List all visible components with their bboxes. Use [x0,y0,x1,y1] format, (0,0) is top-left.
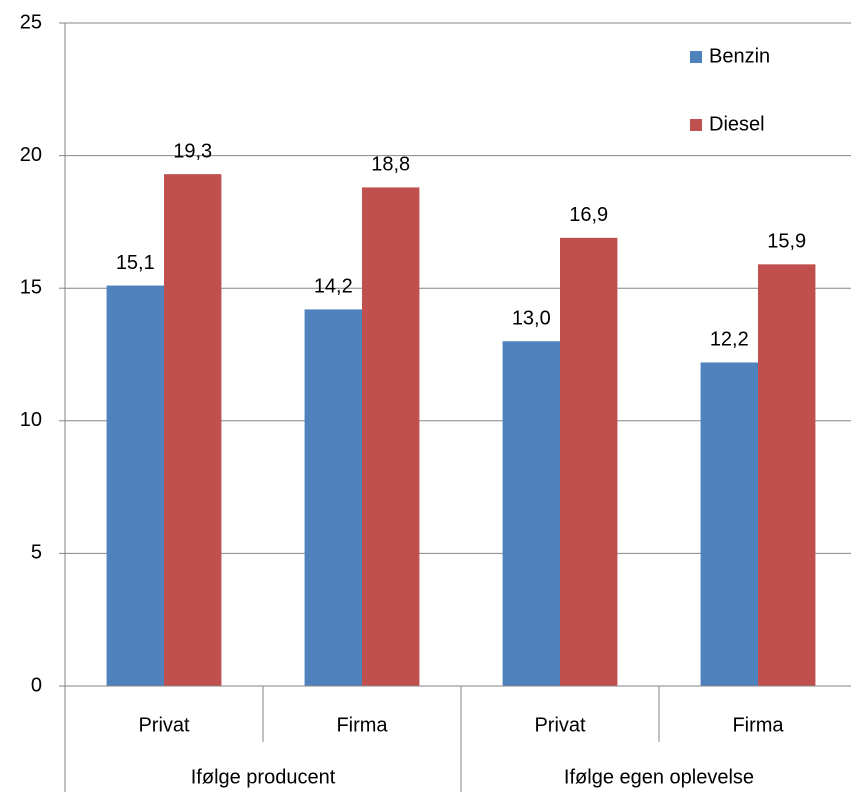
y-tick-label: 10 [20,409,42,431]
legend-label: Diesel [709,113,765,135]
legend-swatch [690,119,702,131]
y-tick-label: 5 [31,542,42,564]
value-label: 13,0 [512,308,551,330]
bar [164,174,222,686]
y-tick-label: 15 [20,276,42,298]
x-tick-label: Firma [336,714,388,736]
bar [502,341,560,686]
y-tick-label: 0 [31,674,42,696]
bar [700,362,758,686]
value-label: 18,8 [371,154,410,176]
group-label: Ifølge egen oplevelse [564,766,754,788]
x-tick-label: Firma [732,714,784,736]
value-label: 16,9 [569,204,608,226]
y-tick-label: 25 [20,11,42,33]
bar [362,187,420,686]
legend-swatch [690,51,702,63]
bar [560,237,618,686]
bar [106,285,164,686]
value-label: 12,2 [710,329,749,351]
y-tick-label: 20 [20,144,42,166]
value-label: 14,2 [314,276,353,298]
value-label: 15,9 [767,231,806,253]
bar [758,264,816,686]
x-tick-label: Privat [138,714,190,736]
x-tick-label: Privat [534,714,586,736]
bar [304,309,362,686]
value-label: 15,1 [116,252,155,274]
group-label: Ifølge producent [191,766,336,788]
legend-label: Benzin [709,45,770,67]
value-label: 19,3 [173,140,212,162]
